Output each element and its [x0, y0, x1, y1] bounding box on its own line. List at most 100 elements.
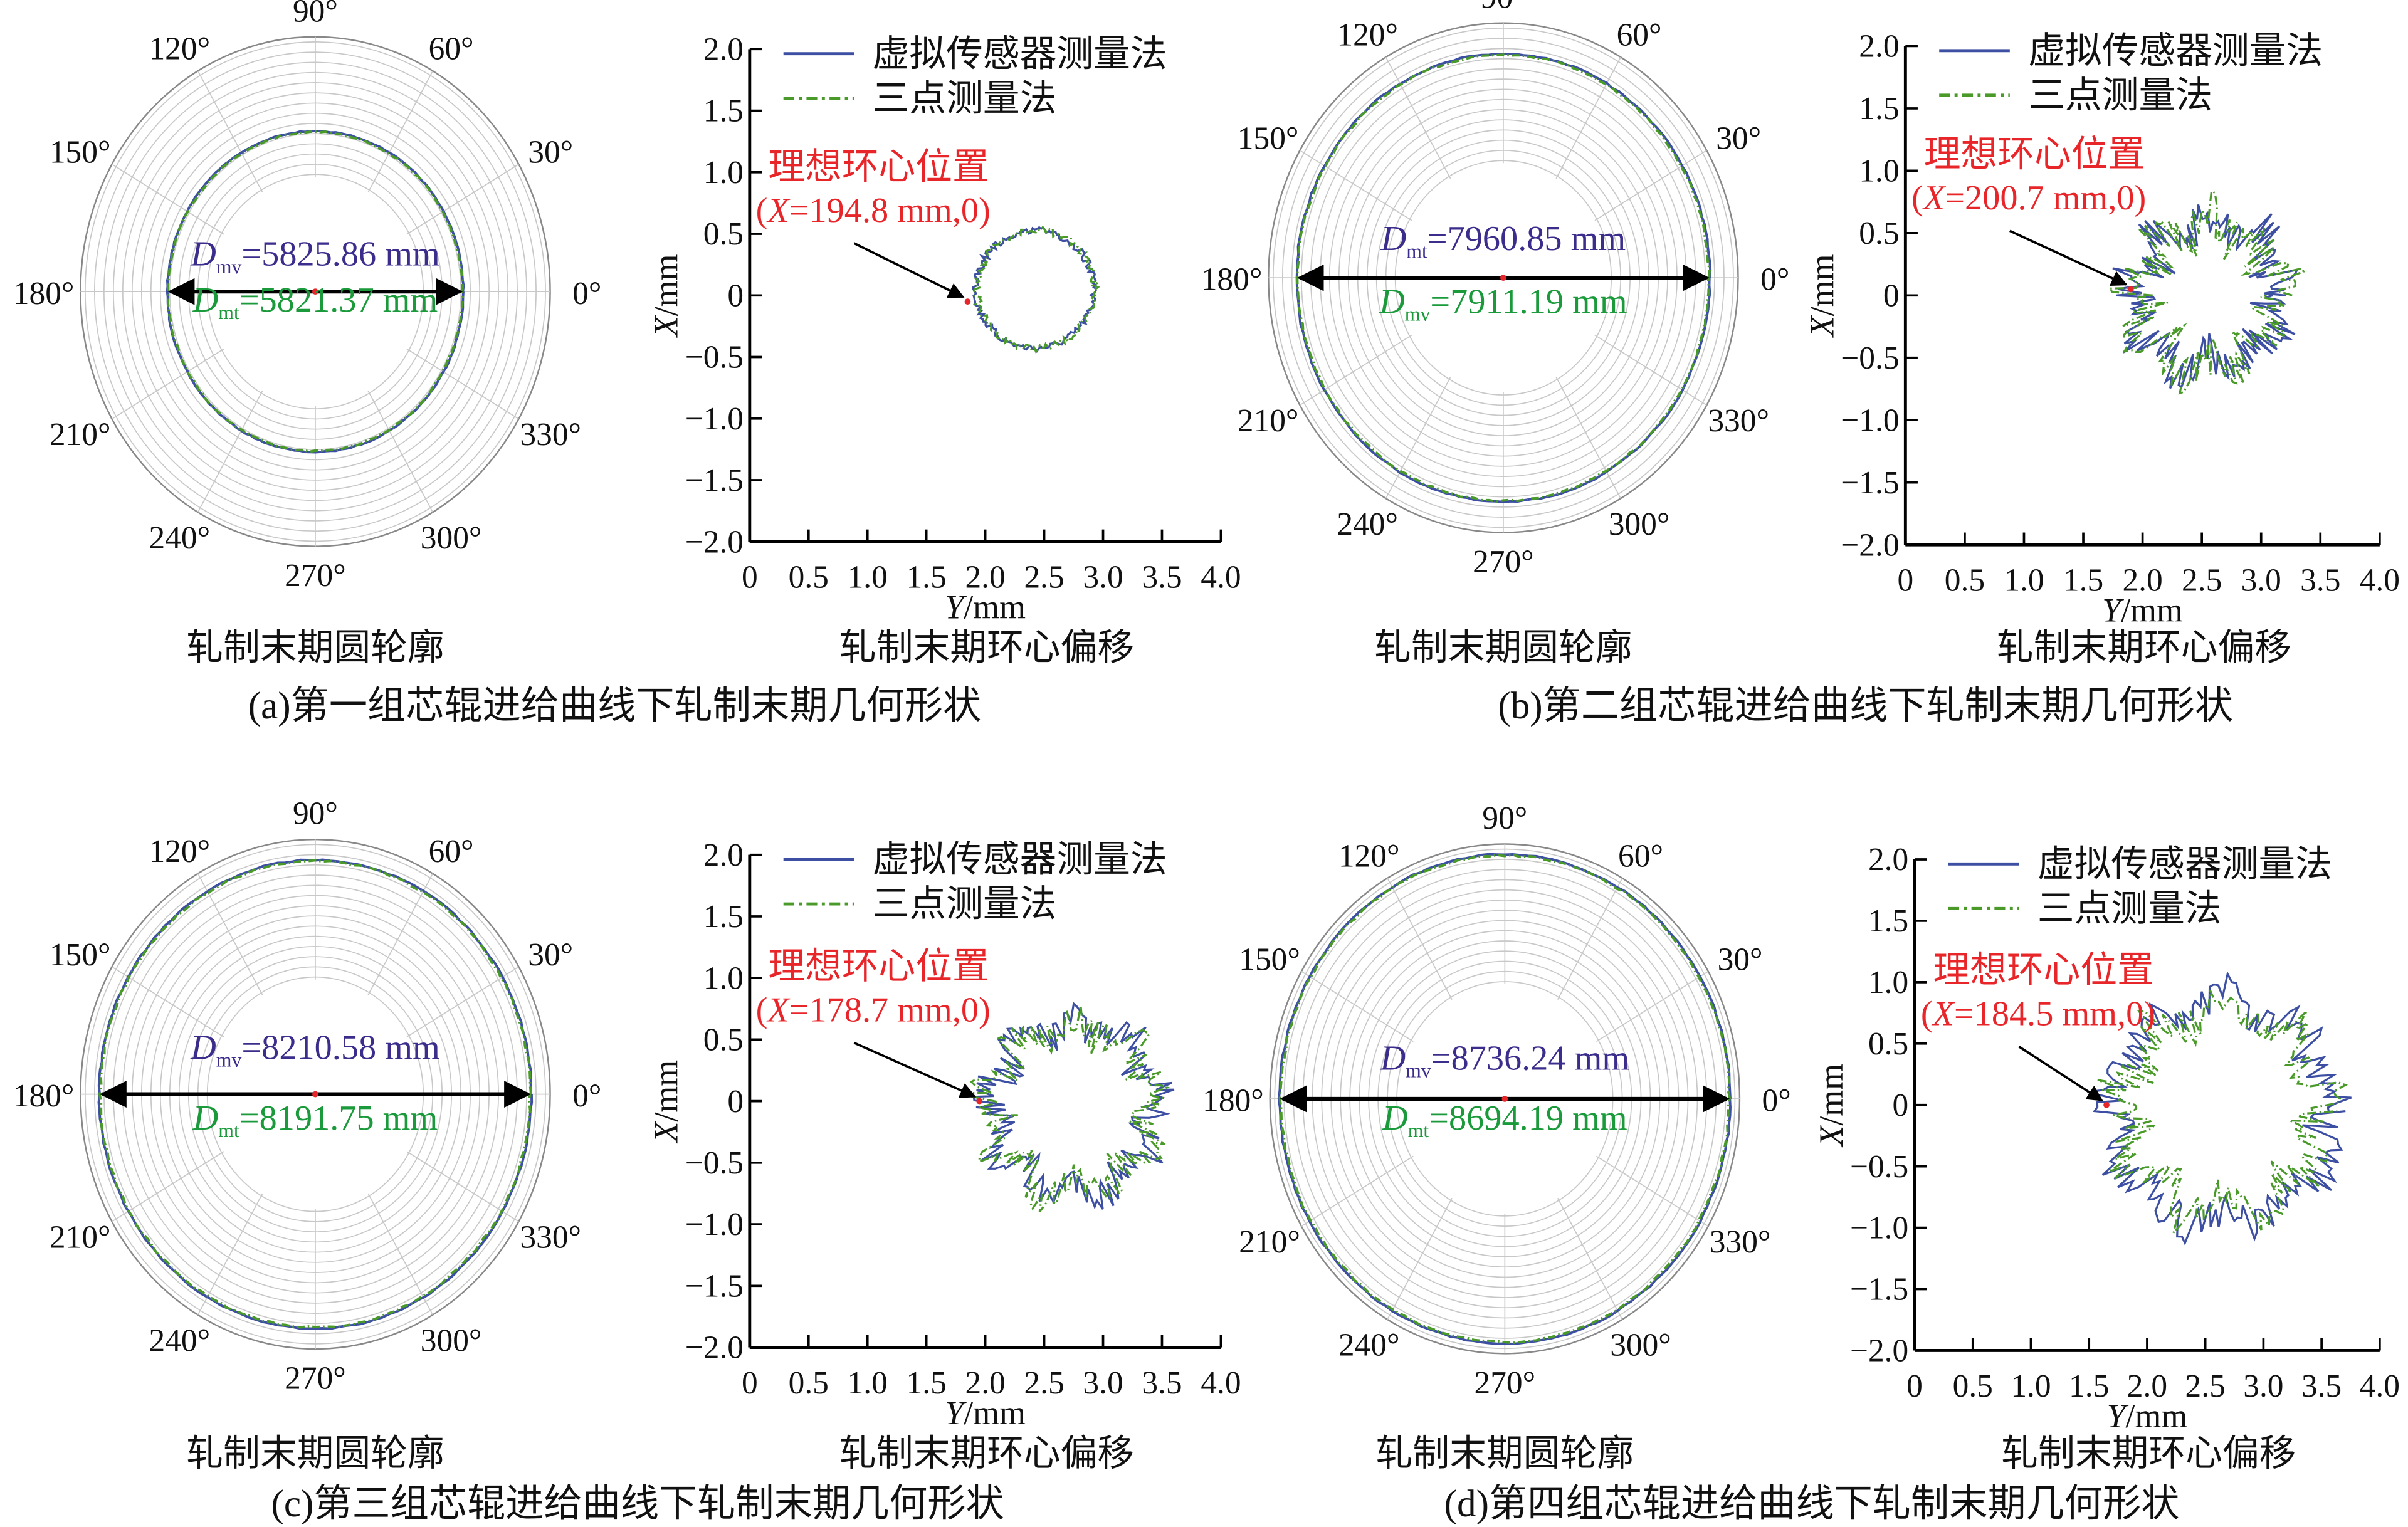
polar-chart: 0° 30° 60° 90° 120° 150° 180° 210° 240° 270° 300° 3…	[13, 796, 602, 1397]
panel-caption: (c)第三组芯辊进给曲线下轧制末期几何形状	[271, 1482, 1004, 1525]
y-axis-var: X	[1803, 315, 1841, 338]
diameter-symbol: D	[190, 1028, 216, 1067]
polar-angle-label: 30°	[1716, 120, 1761, 156]
x-tick-label: 3.5	[1142, 560, 1182, 596]
legend-label: 虚拟传感器测量法	[873, 839, 1167, 880]
diameter-subscript: mt	[218, 302, 239, 323]
polar-spoke	[1596, 971, 1709, 1042]
polar-angle-label: 120°	[149, 31, 210, 67]
y-tick-label: −0.5	[685, 1145, 744, 1181]
y-tick-label: 2.0	[703, 31, 744, 67]
ideal-center-label: 理想环心位置	[1933, 950, 2154, 990]
diameter-annotation: Dmv=7911.19 mm	[1379, 282, 1627, 325]
y-tick-label: −2.0	[685, 524, 744, 560]
center-dot	[312, 288, 318, 295]
center-dot	[312, 1091, 318, 1098]
polar-spoke	[1300, 334, 1412, 406]
diameter-symbol: D	[1382, 1099, 1408, 1138]
y-axis-var: X	[648, 1120, 685, 1143]
x-tick-label: 1.0	[848, 1365, 888, 1401]
three-point-trace	[2097, 989, 2348, 1234]
ideal-center-coord: (X=194.8 mm,0)	[756, 191, 991, 230]
polar-spoke	[406, 966, 519, 1037]
polar-angle-label: 60°	[429, 834, 474, 869]
y-tick-label: 2.0	[1859, 29, 1899, 65]
diameter-subscript: mt	[1408, 1120, 1429, 1141]
y-axis-label: X/mm	[648, 1060, 685, 1144]
diameter-subscript: mv	[216, 1049, 242, 1071]
x-tick-label: 0	[742, 560, 758, 596]
polar-angle-label: 30°	[528, 937, 573, 973]
diameter-value: =5825.86 mm	[241, 235, 439, 274]
polar-angle-label: 180°	[13, 1078, 75, 1114]
y-tick-label: −1.0	[1841, 402, 1899, 438]
polar-chart: 0° 30° 60° 90° 120° 150° 180° 210° 240° 270° 300° 3…	[1202, 800, 1791, 1401]
diameter-symbol: D	[192, 1099, 219, 1138]
polar-angle-label: 210°	[50, 417, 111, 453]
offset-chart: 0 0.5 1.0 1.5 2.0 2.5 3.0 3.5 4.0 2.0 1.5 1.0 0.5 0 −0…	[648, 31, 1241, 626]
coord-var: X	[1922, 179, 1947, 218]
legend-label: 虚拟传感器测量法	[2037, 844, 2332, 884]
offset-chart: 0 0.5 1.0 1.5 2.0 2.5 3.0 3.5 4.0 2.0 1.5 1.0 0.5 0 −0…	[1803, 29, 2400, 629]
panel-c: 0° 30° 60° 90° 120° 150° 180° 210° 240° 270° 300° 3…	[13, 796, 1241, 1525]
x-tick-label: 3.5	[2300, 563, 2340, 599]
y-tick-label: −0.5	[685, 340, 744, 375]
ideal-center-coord: (X=184.5 mm,0)	[1921, 994, 2155, 1033]
legend-label: 三点测量法	[873, 884, 1057, 925]
x-axis-var: Y	[945, 1394, 967, 1432]
x-tick-label: 0.5	[789, 1365, 829, 1401]
x-tick-label: 2.5	[1024, 560, 1064, 596]
polar-spoke	[1300, 150, 1412, 221]
diameter-value: =5821.37 mm	[239, 281, 438, 320]
x-tick-label: 3.5	[1142, 1365, 1182, 1401]
y-tick-label: −0.5	[1850, 1149, 1908, 1185]
offset-chart-title: 轧制末期环心偏移	[839, 1433, 1134, 1474]
y-tick-label: 0	[727, 278, 744, 313]
panel-a: 0° 30° 60° 90° 120° 150° 180° 210° 240° 270° 300° 3…	[13, 0, 1241, 727]
polar-spoke	[1596, 1155, 1709, 1227]
diameter-symbol: D	[1380, 219, 1407, 258]
diameter-subscript: mv	[1405, 303, 1431, 325]
x-tick-label: 0.5	[1953, 1368, 1993, 1404]
x-tick-label: 3.0	[2243, 1368, 2283, 1404]
x-tick-label: 1.0	[2011, 1368, 2051, 1404]
polar-angle-label: 300°	[421, 1323, 482, 1358]
polar-chart: 0° 30° 60° 90° 120° 150° 180° 210° 240° 270° 300° 3…	[13, 0, 602, 594]
x-axis-label: Y/mm	[2107, 1397, 2188, 1435]
center-dot	[1501, 1096, 1508, 1102]
y-axis-unit: /mm	[648, 254, 685, 316]
offset-chart: 0 0.5 1.0 1.5 2.0 2.5 3.0 3.5 4.0 2.0 1.5 1.0 0.5 0 −0…	[1812, 842, 2400, 1435]
polar-angle-label: 150°	[50, 937, 111, 973]
y-tick-label: −1.0	[685, 1207, 744, 1242]
x-axis-var: Y	[2102, 592, 2124, 629]
y-tick-label: −1.5	[1841, 465, 1899, 501]
polar-angle-label: 210°	[1239, 1224, 1300, 1260]
diameter-value: =7911.19 mm	[1430, 282, 1627, 321]
polar-angle-label: 90°	[293, 0, 338, 29]
three-point-trace	[969, 1005, 1170, 1213]
x-tick-label: 3.0	[2241, 563, 2281, 599]
figure-content: 0° 30° 60° 90° 120° 150° 180° 210° 240° 270° 300° 3…	[13, 0, 2400, 1525]
polar-angle-label: 0°	[572, 276, 601, 312]
polar-spoke	[1557, 1197, 1623, 1320]
y-axis-label: X/mm	[1812, 1064, 1850, 1148]
y-tick-label: 1.0	[1868, 965, 1908, 1000]
y-tick-label: 1.0	[703, 155, 744, 191]
diameter-symbol: D	[1380, 1039, 1406, 1078]
x-tick-label: 2.0	[965, 1365, 1005, 1401]
panel-caption: (b)第二组芯辊进给曲线下轧制末期几何形状	[1498, 685, 2233, 727]
polar-spoke	[367, 391, 434, 513]
diameter-annotation: Dmt=8191.75 mm	[192, 1099, 438, 1141]
polar-angle-label: 150°	[1238, 120, 1299, 156]
coord-prefix: (	[1911, 179, 1923, 218]
polar-angle-label: 120°	[149, 834, 210, 869]
polar-spoke	[197, 391, 263, 513]
diameter-value: =8191.75 mm	[239, 1099, 438, 1138]
y-tick-label: 1.5	[703, 899, 744, 935]
diameter-subscript: mt	[1406, 240, 1427, 262]
coord-prefix: (	[1921, 994, 1933, 1033]
x-axis-var: Y	[2107, 1397, 2129, 1435]
y-tick-label: 1.0	[703, 960, 744, 996]
y-tick-label: 1.5	[1868, 903, 1908, 939]
